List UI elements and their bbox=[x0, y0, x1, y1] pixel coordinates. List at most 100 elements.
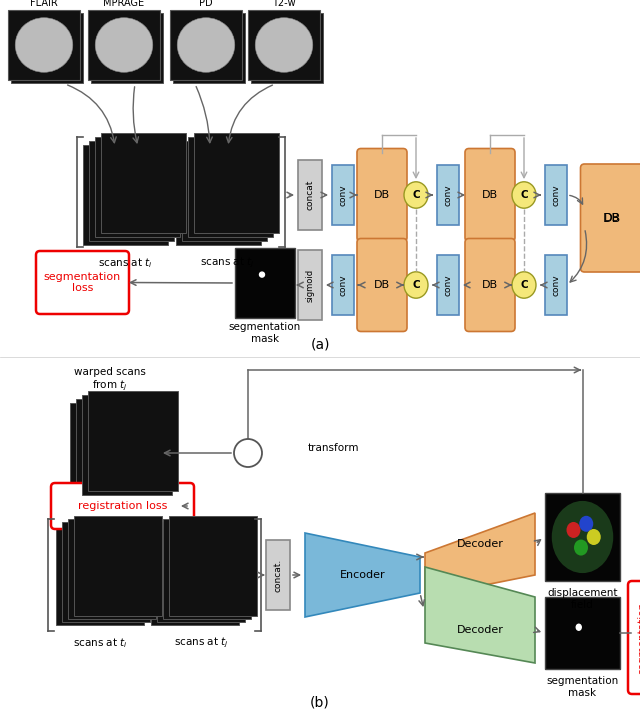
Text: C: C bbox=[520, 280, 528, 290]
Text: segmentation
loss: segmentation loss bbox=[44, 272, 121, 293]
Bar bbox=[437, 165, 459, 225]
Text: conv: conv bbox=[339, 274, 348, 296]
Ellipse shape bbox=[512, 272, 536, 298]
Bar bbox=[170, 10, 242, 80]
Bar bbox=[248, 10, 320, 80]
Bar bbox=[235, 248, 295, 318]
Text: conv: conv bbox=[552, 184, 561, 206]
Bar bbox=[95, 137, 179, 237]
Text: scans at $t_j$: scans at $t_j$ bbox=[173, 636, 228, 650]
Text: concat.: concat. bbox=[273, 559, 282, 592]
Text: DB: DB bbox=[603, 212, 621, 224]
Bar bbox=[62, 522, 150, 622]
Text: scans at $t_i$: scans at $t_i$ bbox=[73, 636, 127, 650]
Bar bbox=[545, 165, 567, 225]
Polygon shape bbox=[305, 533, 420, 617]
Polygon shape bbox=[425, 513, 535, 597]
Text: DB: DB bbox=[482, 280, 498, 290]
Bar bbox=[188, 137, 273, 237]
Text: Encoder: Encoder bbox=[340, 570, 385, 580]
Bar bbox=[68, 519, 156, 619]
Ellipse shape bbox=[587, 529, 601, 545]
Bar bbox=[74, 516, 162, 616]
Text: segmentation
mask: segmentation mask bbox=[547, 676, 619, 698]
Ellipse shape bbox=[576, 625, 581, 630]
Ellipse shape bbox=[404, 272, 428, 298]
Bar bbox=[545, 493, 620, 581]
Ellipse shape bbox=[579, 516, 593, 532]
Bar bbox=[88, 10, 160, 80]
Bar bbox=[193, 133, 278, 233]
Bar bbox=[70, 403, 160, 503]
FancyBboxPatch shape bbox=[628, 581, 640, 694]
Ellipse shape bbox=[15, 18, 73, 72]
Text: Decoder: Decoder bbox=[456, 625, 504, 635]
FancyBboxPatch shape bbox=[465, 239, 515, 331]
Text: scans at $t_i$: scans at $t_i$ bbox=[98, 256, 152, 270]
Bar bbox=[11, 13, 83, 83]
FancyBboxPatch shape bbox=[357, 148, 407, 242]
Text: MPRAGE: MPRAGE bbox=[104, 0, 145, 8]
Bar bbox=[173, 13, 245, 83]
Bar bbox=[157, 522, 245, 622]
Text: T2-w: T2-w bbox=[272, 0, 296, 8]
Text: displacement
field: displacement field bbox=[547, 588, 618, 609]
Text: conv: conv bbox=[552, 274, 561, 296]
Ellipse shape bbox=[574, 540, 588, 556]
Text: registration loss: registration loss bbox=[78, 501, 167, 511]
FancyBboxPatch shape bbox=[36, 251, 129, 314]
Text: transform: transform bbox=[308, 443, 360, 453]
Bar bbox=[56, 525, 144, 625]
Text: scans at $t_j$: scans at $t_j$ bbox=[200, 256, 254, 270]
Bar bbox=[100, 133, 186, 233]
Ellipse shape bbox=[95, 18, 153, 72]
Text: conv: conv bbox=[444, 184, 452, 206]
Bar bbox=[83, 145, 168, 245]
Bar bbox=[182, 141, 266, 241]
Bar bbox=[91, 13, 163, 83]
Ellipse shape bbox=[255, 18, 313, 72]
Text: PD: PD bbox=[199, 0, 213, 8]
Text: warped scans
from $t_j$: warped scans from $t_j$ bbox=[74, 367, 146, 393]
Text: DB: DB bbox=[374, 190, 390, 200]
Ellipse shape bbox=[404, 182, 428, 208]
Bar bbox=[251, 13, 323, 83]
Text: DB: DB bbox=[482, 190, 498, 200]
Bar bbox=[76, 399, 166, 499]
Text: (a): (a) bbox=[310, 338, 330, 352]
Text: conv: conv bbox=[444, 274, 452, 296]
Text: C: C bbox=[412, 280, 420, 290]
Ellipse shape bbox=[512, 182, 536, 208]
Ellipse shape bbox=[177, 18, 235, 72]
Bar bbox=[169, 516, 257, 616]
Text: C: C bbox=[412, 190, 420, 200]
Ellipse shape bbox=[259, 272, 264, 277]
Bar bbox=[332, 255, 354, 315]
Bar bbox=[545, 597, 620, 669]
Ellipse shape bbox=[234, 439, 262, 467]
Bar bbox=[266, 540, 290, 610]
Text: conv: conv bbox=[339, 184, 348, 206]
Text: (b): (b) bbox=[310, 696, 330, 710]
Ellipse shape bbox=[552, 501, 613, 573]
Text: segmentation
mask: segmentation mask bbox=[229, 322, 301, 343]
Bar bbox=[332, 165, 354, 225]
Text: DB: DB bbox=[604, 213, 620, 223]
Bar bbox=[88, 141, 173, 241]
FancyBboxPatch shape bbox=[51, 483, 194, 529]
Ellipse shape bbox=[566, 522, 580, 538]
Bar bbox=[163, 519, 251, 619]
Bar bbox=[545, 255, 567, 315]
Bar bbox=[175, 145, 260, 245]
Text: segmentation
loss: segmentation loss bbox=[637, 602, 640, 674]
Text: sigmoid: sigmoid bbox=[305, 268, 314, 302]
Polygon shape bbox=[425, 567, 535, 663]
Bar bbox=[151, 525, 239, 625]
FancyBboxPatch shape bbox=[580, 164, 640, 272]
Bar bbox=[8, 10, 80, 80]
Bar bbox=[437, 255, 459, 315]
Text: FLAIR: FLAIR bbox=[30, 0, 58, 8]
Bar bbox=[298, 160, 322, 230]
Bar bbox=[82, 395, 172, 495]
Text: Decoder: Decoder bbox=[456, 539, 504, 549]
